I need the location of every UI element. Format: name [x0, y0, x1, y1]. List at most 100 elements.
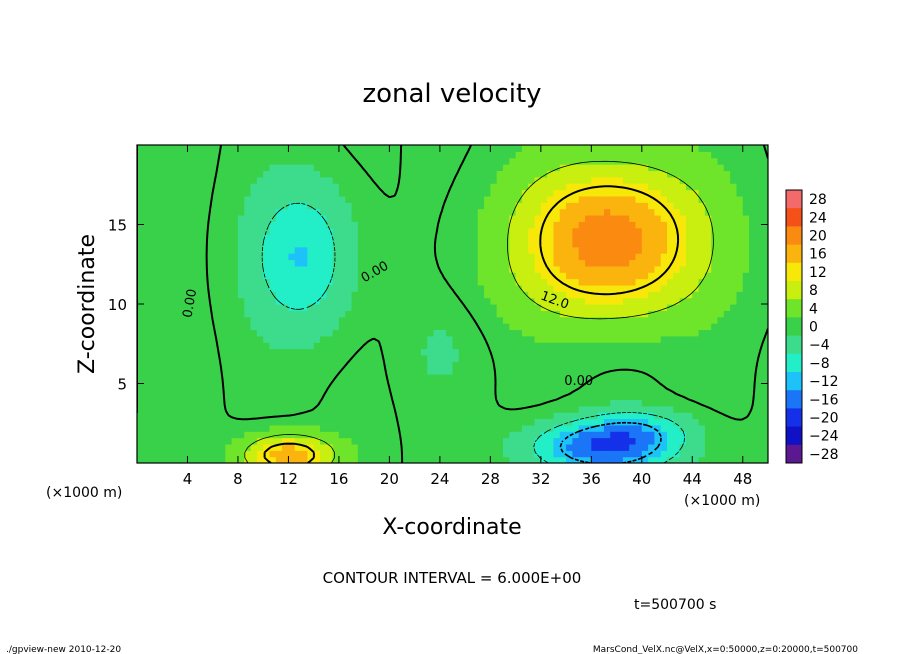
field-cell	[648, 405, 656, 413]
field-cell	[376, 265, 384, 273]
field-cell	[244, 342, 252, 350]
field-cell	[679, 291, 687, 299]
field-cell	[225, 329, 233, 337]
field-cell	[717, 348, 725, 356]
field-cell	[465, 323, 473, 331]
field-cell	[307, 310, 315, 318]
field-cell	[244, 399, 252, 407]
field-cell	[585, 246, 592, 254]
field-cell	[414, 145, 422, 152]
field-cell	[256, 208, 264, 216]
field-cell	[439, 373, 447, 381]
field-cell	[231, 393, 239, 400]
field-cell	[730, 418, 738, 426]
field-cell	[206, 424, 214, 432]
field-cell	[528, 354, 536, 362]
field-cell	[187, 278, 195, 286]
field-cell	[685, 259, 693, 267]
field-cell	[370, 450, 378, 458]
field-cell	[635, 240, 643, 248]
field-cell	[597, 316, 605, 324]
field-cell	[578, 253, 586, 261]
field-cell	[364, 323, 372, 331]
field-cell	[402, 329, 409, 337]
field-cell	[301, 202, 308, 210]
field-cell	[193, 412, 201, 420]
field-cell	[749, 380, 756, 388]
field-cell	[559, 157, 567, 165]
field-cell	[174, 240, 182, 248]
field-cell	[275, 195, 283, 203]
field-cell	[622, 310, 630, 318]
field-cell	[149, 329, 157, 337]
field-cell	[282, 221, 290, 229]
field-cell	[477, 170, 485, 178]
field-cell	[559, 202, 567, 210]
field-cell	[376, 208, 384, 216]
field-cell	[597, 329, 605, 337]
field-cell	[616, 170, 624, 178]
field-cell	[730, 164, 738, 172]
field-cell	[402, 342, 409, 350]
field-cell	[629, 221, 637, 229]
field-cell	[603, 354, 611, 362]
field-cell	[502, 310, 510, 318]
field-cell	[383, 227, 390, 235]
field-cell	[648, 348, 656, 356]
field-cell	[477, 361, 485, 369]
field-cell	[395, 284, 403, 292]
field-cell	[250, 348, 258, 356]
field-cell	[402, 284, 409, 292]
field-cell	[200, 386, 208, 394]
field-cell	[698, 348, 706, 356]
field-cell	[465, 424, 473, 432]
field-cell	[187, 342, 195, 350]
field-cell	[673, 253, 681, 261]
field-cell	[610, 443, 618, 451]
field-cell	[717, 202, 725, 210]
field-cell	[471, 208, 479, 216]
field-cell	[439, 323, 447, 331]
field-cell	[704, 399, 712, 407]
field-cell	[515, 329, 523, 337]
field-cell	[301, 329, 308, 337]
field-cell	[168, 183, 176, 191]
field-cell	[364, 157, 372, 165]
field-cell	[452, 157, 460, 165]
field-cell	[452, 208, 460, 216]
field-cell	[237, 259, 245, 267]
field-cell	[673, 418, 681, 426]
field-cell	[200, 297, 208, 305]
field-cell	[521, 316, 529, 324]
field-cell	[742, 367, 750, 375]
field-cell	[357, 354, 365, 362]
field-cell	[685, 189, 693, 197]
field-cell	[376, 456, 384, 463]
field-cell	[515, 221, 523, 229]
field-cell	[383, 278, 390, 286]
field-cell	[326, 291, 334, 299]
field-cell	[326, 170, 334, 178]
field-cell	[755, 246, 763, 254]
field-cell	[420, 253, 428, 261]
field-cell	[547, 335, 555, 343]
field-cell	[250, 176, 258, 184]
field-cell	[301, 316, 308, 324]
field-cell	[704, 170, 712, 178]
field-cell	[667, 291, 674, 299]
field-cell	[427, 405, 435, 413]
field-cell	[585, 176, 592, 184]
field-cell	[256, 393, 264, 400]
field-cell	[572, 246, 580, 254]
field-cell	[452, 164, 460, 172]
field-cell	[736, 246, 744, 254]
field-cell	[736, 373, 744, 381]
field-cell	[282, 170, 290, 178]
field-cell	[338, 234, 346, 241]
field-cell	[736, 323, 744, 331]
field-cell	[244, 367, 252, 375]
field-cell	[471, 323, 479, 331]
field-cell	[301, 208, 308, 216]
field-cell	[250, 450, 258, 458]
field-cell	[187, 405, 195, 413]
